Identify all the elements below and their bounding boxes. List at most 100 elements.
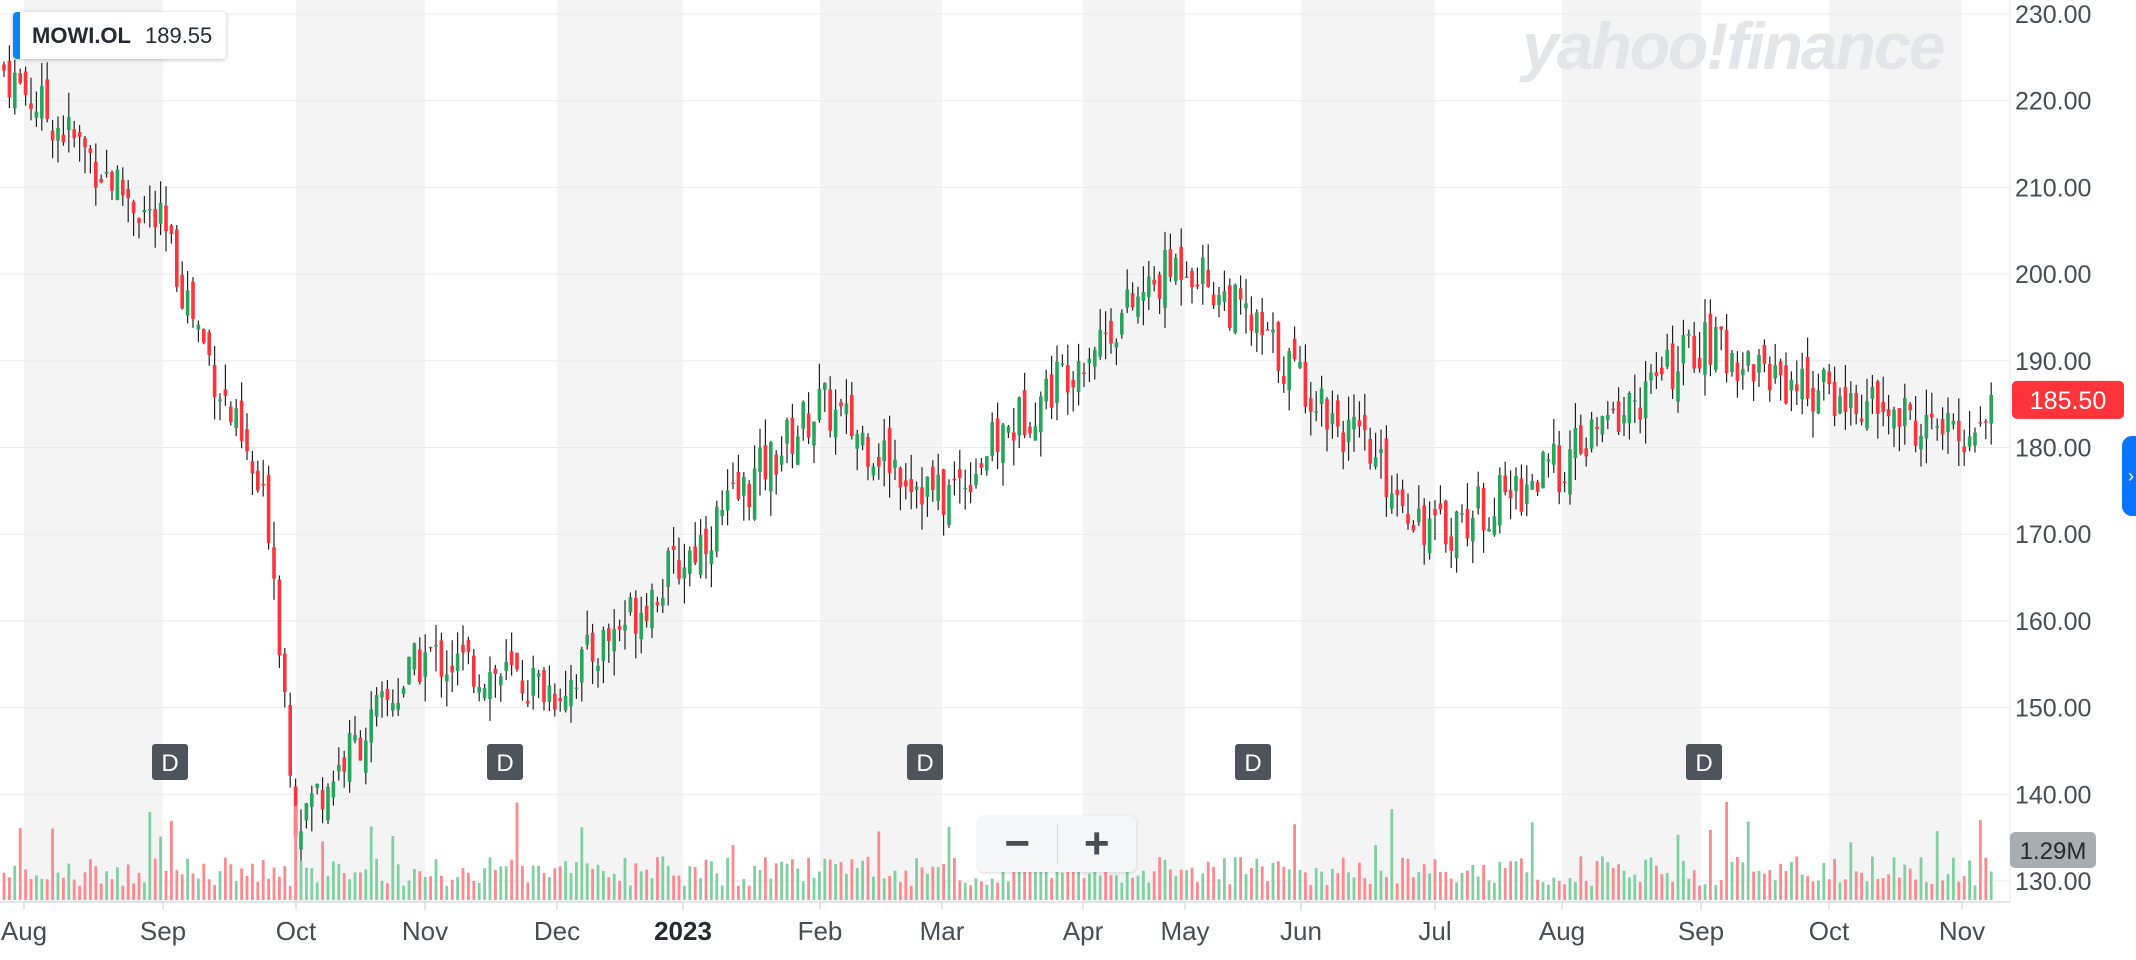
candle-body [1795, 384, 1799, 392]
volume-bar [607, 877, 611, 900]
volume-bar [650, 878, 654, 900]
volume-bar [769, 878, 773, 900]
candle-body [1190, 270, 1194, 288]
volume-bar [796, 868, 800, 900]
x-tick-label: Aug [1539, 916, 1585, 946]
candle-body [175, 229, 179, 287]
volume-bar [591, 868, 594, 900]
candle-body [239, 400, 244, 442]
dividend-marker[interactable] [1235, 744, 1271, 780]
candle-body [1584, 448, 1588, 457]
volume-bar [661, 856, 665, 900]
volume-bar [1244, 874, 1248, 900]
candle-body [169, 225, 174, 234]
dividend-marker[interactable] [487, 744, 523, 780]
candle-body [585, 634, 589, 645]
volume-bar [1509, 861, 1512, 900]
zoom-separator [1056, 824, 1058, 864]
candle-body [1244, 303, 1248, 309]
candle-body [1017, 397, 1021, 436]
side-panel-tab[interactable]: › [2122, 436, 2136, 516]
candle-body [223, 389, 228, 397]
candle-body [488, 672, 492, 700]
candle-body [623, 624, 627, 631]
candle-body [1249, 314, 1254, 331]
candle-body [277, 579, 282, 656]
volume-bar [364, 869, 368, 900]
candle-body [850, 394, 854, 436]
volume-bar [294, 805, 297, 900]
volume-bar [1687, 878, 1691, 900]
candle-body [1346, 419, 1351, 443]
candle-body [1314, 411, 1318, 413]
candle-body [1022, 390, 1027, 436]
volume-bar [1973, 885, 1977, 900]
month-band [1083, 0, 1185, 902]
candle-body [1946, 412, 1950, 433]
volume-bar [272, 867, 276, 900]
candle-body [131, 201, 136, 214]
zoom-in-button[interactable]: + [1083, 819, 1110, 868]
volume-bar [1952, 857, 1955, 900]
volume-bar [402, 885, 405, 900]
candle-body [1228, 285, 1232, 329]
x-tick-label: Sep [140, 916, 186, 946]
volume-bar [656, 857, 659, 900]
volume-bar [164, 870, 168, 900]
candle-body [617, 626, 622, 630]
volume-bar [1590, 885, 1593, 900]
candle-body [860, 432, 865, 446]
legend-symbol: MOWI.OL [32, 22, 131, 48]
volume-bar [251, 863, 254, 900]
candle-body [1406, 513, 1410, 524]
candle-body [1714, 326, 1718, 370]
volume-bar [305, 867, 308, 900]
candle-body [353, 734, 357, 741]
volume-bar [612, 873, 616, 900]
volume-bar [1341, 857, 1345, 900]
candle-body [580, 649, 584, 683]
candle-body [412, 643, 417, 670]
volume-bar [1795, 856, 1799, 900]
candle-body [261, 483, 265, 486]
zoom-out-button[interactable]: − [1004, 819, 1031, 868]
candle-body [137, 218, 141, 223]
dividend-marker[interactable] [152, 744, 188, 780]
x-tick-label: Apr [1063, 916, 1104, 946]
candle-body [904, 480, 908, 487]
volume-bar [267, 878, 270, 900]
candle-body [720, 509, 724, 517]
candle-body [569, 680, 573, 707]
volume-bar [726, 857, 729, 900]
candle-body [207, 332, 211, 356]
volume-bar [1336, 873, 1340, 900]
volume-bar [1746, 821, 1750, 900]
candle-body [1724, 330, 1729, 374]
candle-body [650, 589, 654, 629]
dividend-marker[interactable] [1686, 744, 1722, 780]
candle-body [801, 402, 805, 429]
y-tick-label: 210.00 [2015, 174, 2091, 202]
volume-bar [413, 869, 416, 900]
volume-bar [645, 869, 648, 900]
candle-body [931, 466, 935, 490]
candle-body [1255, 312, 1259, 334]
volume-bar [1984, 857, 1988, 900]
volume-bar [1811, 881, 1815, 900]
volume-bar [1233, 857, 1237, 900]
volume-bar [1655, 865, 1658, 900]
zoom-controls: − + [978, 816, 1136, 872]
volume-bar [1406, 859, 1410, 900]
volume-bar [580, 827, 584, 900]
volume-bar [1493, 882, 1496, 900]
volume-bar [1520, 858, 1523, 900]
candle-body [7, 60, 12, 98]
dividend-marker[interactable] [907, 744, 943, 780]
candle-body [1924, 414, 1929, 439]
volume-bar [926, 873, 929, 900]
candle-body [1951, 420, 1956, 425]
volume-bar [1574, 882, 1577, 900]
volume-bar [974, 878, 978, 900]
candle-body [1006, 426, 1011, 433]
